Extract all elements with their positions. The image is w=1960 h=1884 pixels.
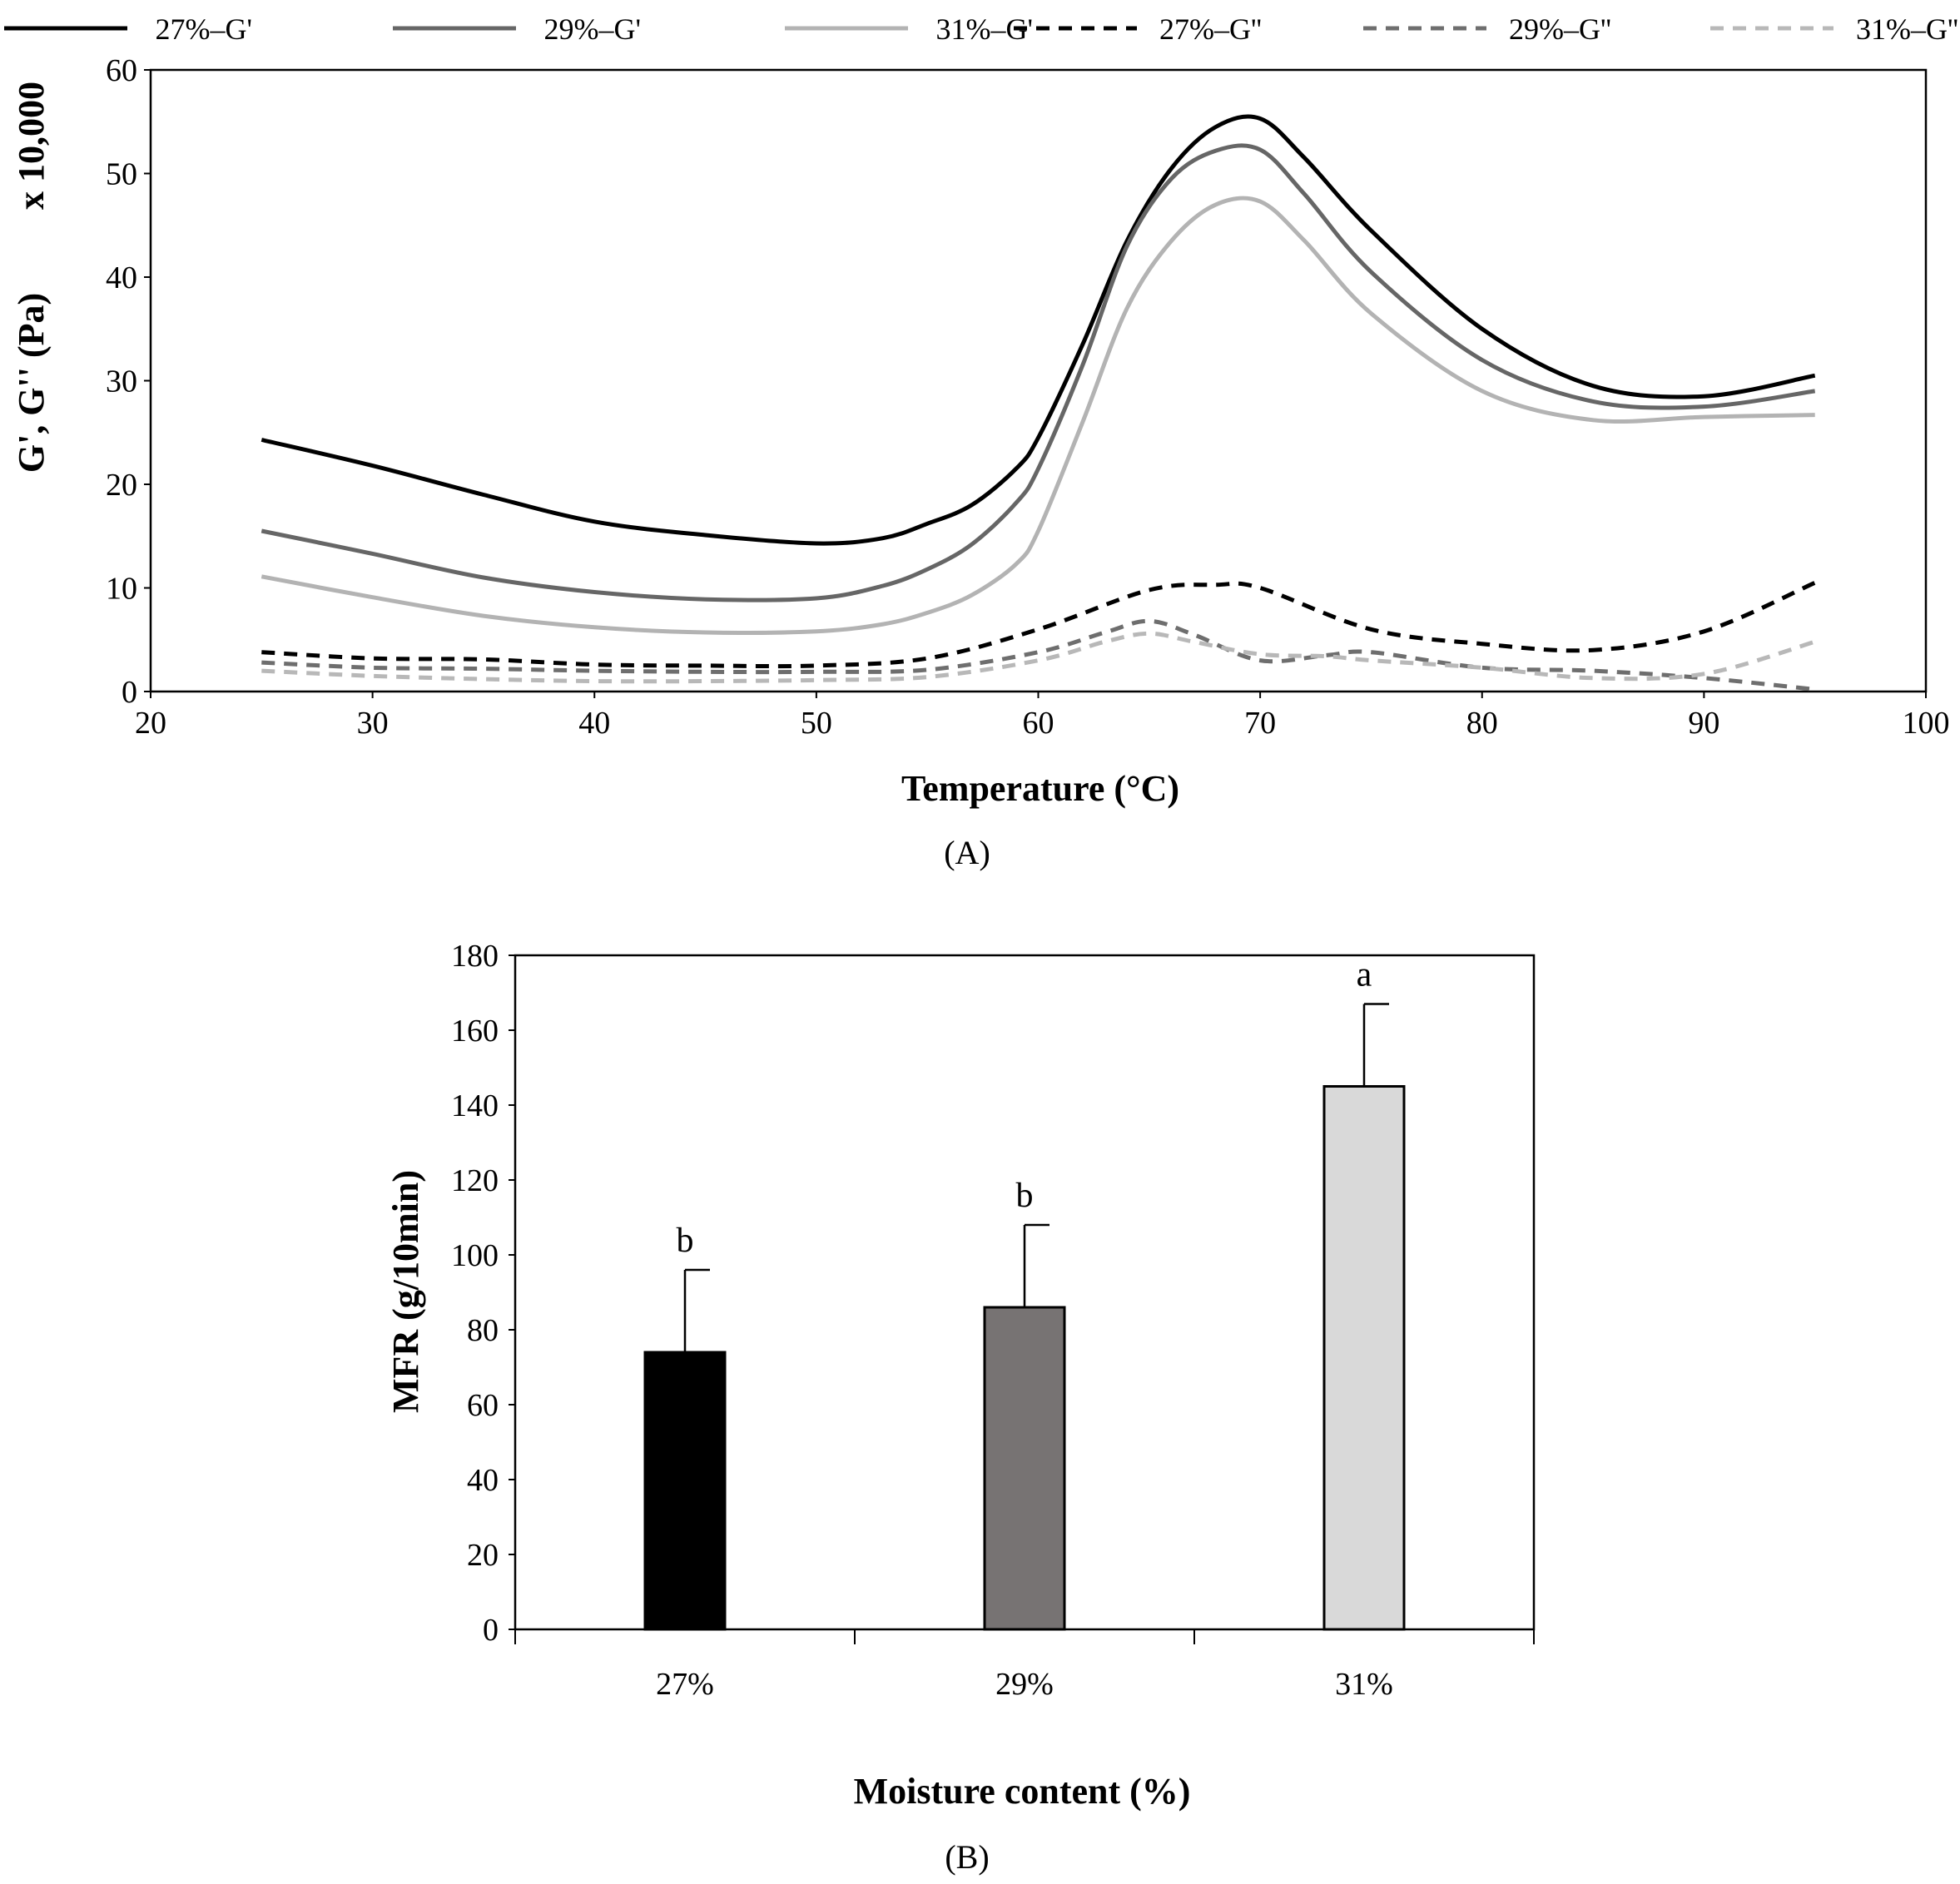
series-line-5 [261,618,1815,692]
chart-a-x-ticks: 20 30 40 50 60 70 80 90 100 [135,692,1950,741]
y-tick-label: 80 [467,1313,499,1348]
x-tick-label: 80 [1466,706,1498,741]
x-category-label: 31% [1335,1667,1393,1702]
chart-b: 0 20 40 60 80 100 120 140 160 180 27% 29% 31% b b a M… [385,939,1536,1876]
series-line-3 [261,196,1815,635]
chart-a-y-ticks: 0 10 20 30 40 50 60 [106,53,151,710]
chart-a-series [261,114,1816,692]
y-tick-label: 40 [106,260,137,295]
y-tick-label: 120 [451,1163,499,1198]
x-tick-label: 60 [1023,706,1054,741]
y-tick-label: 20 [106,468,137,503]
x-category-label: 29% [995,1667,1054,1702]
chart-a-x-axis-title: Temperature (°C) [901,768,1179,809]
x-tick-label: 90 [1688,706,1719,741]
chart-a-y-axis-title: G', G'' (Pa) [11,293,52,473]
y-tick-label: 60 [467,1388,499,1423]
x-tick-label: 70 [1244,706,1276,741]
y-tick-label: 180 [451,939,499,974]
chart-b-y-ticks: 0 20 40 60 80 100 120 140 160 180 [451,939,515,1648]
x-tick-label: 50 [801,706,832,741]
chart-a: 27%–G' 29%–G' 31%–G' 27%–G'' 29%–G'' 31%–G'' … [4,12,1958,871]
y-tick-label: 30 [106,364,137,399]
series-line-1 [261,114,1816,546]
chart-b-x-axis-title: Moisture content (%) [854,1771,1191,1812]
x-tick-label: 40 [578,706,610,741]
chart-a-plot-frame [149,68,1928,693]
x-tick-label: 20 [135,706,166,741]
legend-label-5: 29%–G'' [1509,12,1611,46]
y-tick-label: 60 [106,53,137,88]
y-tick-label: 10 [106,572,137,607]
x-tick-label: 100 [1903,706,1950,741]
series-line-6 [261,631,1816,684]
chart-b-bars: b b a [643,956,1406,1631]
y-tick-label: 0 [122,675,137,710]
chart-a-panel-label: (A) [944,834,990,871]
y-tick-label: 160 [451,1014,499,1049]
series-line-2 [261,143,1816,602]
bar-29% [983,1306,1066,1631]
y-tick-label: 20 [467,1538,499,1573]
y-tick-label: 0 [483,1613,499,1648]
series-line-4 [261,581,1816,669]
chart-b-panel-label: (B) [945,1838,989,1876]
legend-label-4: 27%–G'' [1159,12,1262,46]
legend-label-2: 29%–G' [544,12,641,46]
y-tick-label: 100 [451,1238,499,1273]
chart-a-legend: 27%–G' 29%–G' 31%–G' 27%–G'' 29%–G'' 31%–G'' [4,12,1958,46]
y-tick-label: 50 [106,157,137,192]
significance-letter: a [1357,956,1372,994]
chart-b-y-axis-title: MFR (g/10min) [385,1170,426,1413]
y-tick-label: 40 [467,1463,499,1498]
x-category-label: 27% [656,1667,714,1702]
chart-a-y-axis-multiplier: x 10,000 [11,82,52,210]
significance-letter: b [677,1222,694,1260]
legend-label-6: 31%–G'' [1856,12,1958,46]
bar-31% [1322,1085,1406,1631]
significance-letter: b [1016,1177,1034,1215]
chart-b-x-ticks: 27% 29% 31% [514,1629,1535,1702]
bar-27% [643,1351,727,1631]
y-tick-label: 140 [451,1088,499,1123]
x-tick-label: 30 [357,706,389,741]
legend-label-1: 27%–G' [156,12,252,46]
